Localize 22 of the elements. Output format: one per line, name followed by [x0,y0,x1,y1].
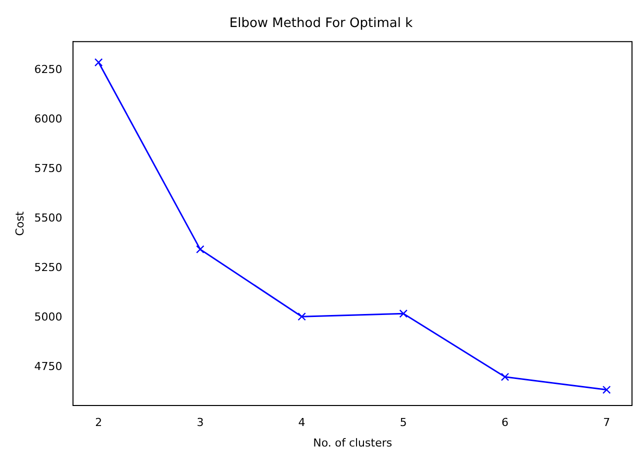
y-tick-label: 4750 [34,360,62,373]
point [196,245,204,254]
x-axis-title: No. of clusters [313,436,392,450]
x-tick-label: 3 [196,416,204,430]
y-tick-label: 5500 [34,212,62,225]
y-tick-label: 6250 [34,63,62,76]
x-tick-label: 2 [95,416,102,430]
point [298,312,306,321]
point [602,386,611,394]
x-tick-label: 5 [400,416,407,430]
y-tick-label: 5750 [34,162,62,176]
chart-title: Elbow Method For Optimal k [229,16,414,32]
x-tick-label: 4 [298,416,306,430]
y-axis-title: Cost [13,210,26,236]
point [94,58,103,67]
point [500,372,510,382]
y-tick-label: 6000 [34,112,62,126]
y-tick-label: 5250 [34,260,62,274]
point [399,309,408,318]
x-tick-label: 6 [502,416,508,430]
y-tick-label: 5000 [34,310,62,324]
x-tick-label: 7 [603,416,610,430]
